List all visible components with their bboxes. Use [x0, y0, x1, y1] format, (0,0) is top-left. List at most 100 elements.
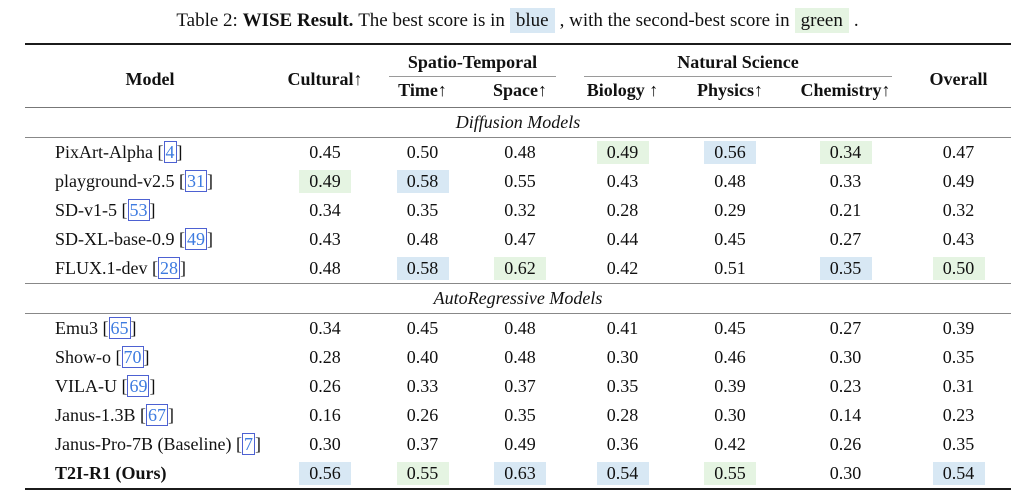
score-cell: 0.39: [906, 314, 1011, 344]
score-value: 0.48: [504, 142, 536, 162]
score-value: 0.39: [714, 376, 746, 396]
best-score: 0.54: [932, 462, 985, 485]
citation-number[interactable]: 4: [163, 141, 177, 163]
col-header-physics: Physics↑: [675, 77, 786, 108]
score-value: 0.21: [829, 200, 862, 220]
score-value: 0.30: [829, 347, 862, 367]
score-value: 0.32: [942, 200, 975, 220]
score-cell: 0.58: [375, 254, 470, 284]
score-value: 0.29: [714, 200, 746, 220]
citation-link[interactable]: [70]: [115, 346, 150, 368]
caption-blue-highlight: blue: [509, 8, 555, 33]
score-cell: 0.34: [275, 314, 375, 344]
score-cell: 0.30: [275, 430, 375, 459]
citation-number[interactable]: 49: [184, 228, 207, 250]
score-cell: 0.44: [570, 225, 675, 254]
citation-number[interactable]: 67: [146, 404, 168, 426]
score-cell: 0.29: [675, 196, 785, 225]
score-value: 0.16: [309, 405, 341, 425]
score-cell: 0.48: [470, 343, 570, 372]
citation-link[interactable]: [53]: [121, 199, 156, 221]
score-value: 0.49: [942, 171, 975, 191]
score-cell: 0.16: [275, 401, 375, 430]
score-value: 0.14: [829, 405, 862, 425]
score-cell: 0.49: [906, 167, 1011, 196]
score-value: 0.31: [942, 376, 975, 396]
caption-prefix: Table 2:: [176, 10, 238, 31]
model-name: Show-o: [55, 347, 112, 367]
score-value: 0.45: [714, 318, 746, 338]
model-name: SD-v1-5: [55, 200, 117, 220]
score-cell: 0.32: [906, 196, 1011, 225]
table-row: SD-v1-5 [53] 0.34 0.35 0.32 0.28 0.29 0.21 0.32: [25, 196, 1011, 225]
citation-link[interactable]: [69]: [121, 375, 156, 397]
score-value: 0.30: [829, 463, 862, 483]
score-value: 0.30: [606, 347, 639, 367]
score-cell: 0.35: [906, 430, 1011, 459]
citation-link[interactable]: [4]: [157, 141, 183, 163]
score-value: 0.49: [504, 434, 536, 454]
caption-text-2: , with the second-best score in: [559, 10, 790, 31]
score-value: 0.55: [504, 171, 536, 191]
table-header: Model Cultural↑ Spatio-Temporal Natural …: [25, 44, 1012, 108]
caption-green-highlight: green: [794, 8, 849, 33]
citation-number[interactable]: 53: [127, 199, 150, 221]
citation-link[interactable]: [49]: [178, 228, 213, 250]
score-cell: 0.28: [275, 343, 375, 372]
score-cell: 0.49: [470, 430, 570, 459]
score-cell: 0.21: [785, 196, 906, 225]
score-cell: 0.35: [785, 254, 906, 284]
score-value: 0.48: [504, 347, 536, 367]
second-best-score: 0.49: [299, 170, 351, 193]
score-cell: 0.58: [375, 167, 470, 196]
citation-number[interactable]: 7: [241, 433, 255, 455]
citation-number[interactable]: 69: [127, 375, 150, 397]
score-value: 0.37: [504, 376, 536, 396]
model-cell: T2I-R1 (Ours): [25, 459, 275, 489]
score-value: 0.27: [829, 318, 862, 338]
best-score: 0.56: [299, 462, 351, 485]
score-value: 0.33: [406, 376, 439, 396]
best-score: 0.63: [494, 462, 546, 485]
citation-link[interactable]: [31]: [178, 170, 213, 192]
citation-link[interactable]: [67]: [140, 404, 174, 426]
section-title: Diffusion Models: [25, 107, 1012, 138]
score-cell: 0.30: [785, 459, 906, 489]
score-cell: 0.45: [675, 314, 785, 344]
score-value: 0.48: [714, 171, 746, 191]
group-header-natural-science: Natural Science: [570, 44, 906, 77]
score-value: 0.30: [714, 405, 746, 425]
score-value: 0.35: [606, 376, 639, 396]
group-header-spatio-temporal: Spatio-Temporal: [375, 44, 570, 77]
caption-text-1: The best score is in: [358, 10, 505, 31]
citation-link[interactable]: [7]: [235, 433, 261, 455]
score-value: 0.35: [406, 200, 439, 220]
citation-number[interactable]: 28: [158, 257, 180, 279]
score-value: 0.43: [309, 229, 341, 249]
score-cell: 0.26: [275, 372, 375, 401]
model-cell: playground-v2.5 [31]: [25, 167, 275, 196]
score-cell: 0.41: [570, 314, 675, 344]
model-cell: SD-XL-base-0.9 [49]: [25, 225, 275, 254]
score-cell: 0.26: [785, 430, 906, 459]
model-cell: Emu3 [65]: [25, 314, 275, 344]
citation-number[interactable]: 65: [108, 317, 131, 339]
score-value: 0.35: [942, 434, 975, 454]
score-value: 0.48: [406, 229, 439, 249]
score-cell: 0.30: [675, 401, 785, 430]
score-value: 0.34: [309, 200, 341, 220]
citation-link[interactable]: [65]: [102, 317, 137, 339]
score-value: 0.39: [942, 318, 975, 338]
score-cell: 0.34: [275, 196, 375, 225]
score-cell: 0.28: [570, 196, 675, 225]
model-name: VILA-U: [55, 376, 117, 396]
citation-number[interactable]: 31: [184, 170, 207, 192]
score-value: 0.35: [942, 347, 975, 367]
citation-link[interactable]: [28]: [152, 257, 186, 279]
score-value: 0.51: [714, 258, 746, 278]
score-cell: 0.28: [570, 401, 675, 430]
table-row: FLUX.1-dev [28] 0.48 0.58 0.62 0.42 0.51 0.35 0…: [25, 254, 1011, 284]
citation-number[interactable]: 70: [121, 346, 144, 368]
section-header-row: Diffusion Models: [25, 107, 1012, 138]
table-row: PixArt-Alpha [4] 0.45 0.50 0.48 0.49 0.56 0.34…: [25, 138, 1011, 168]
